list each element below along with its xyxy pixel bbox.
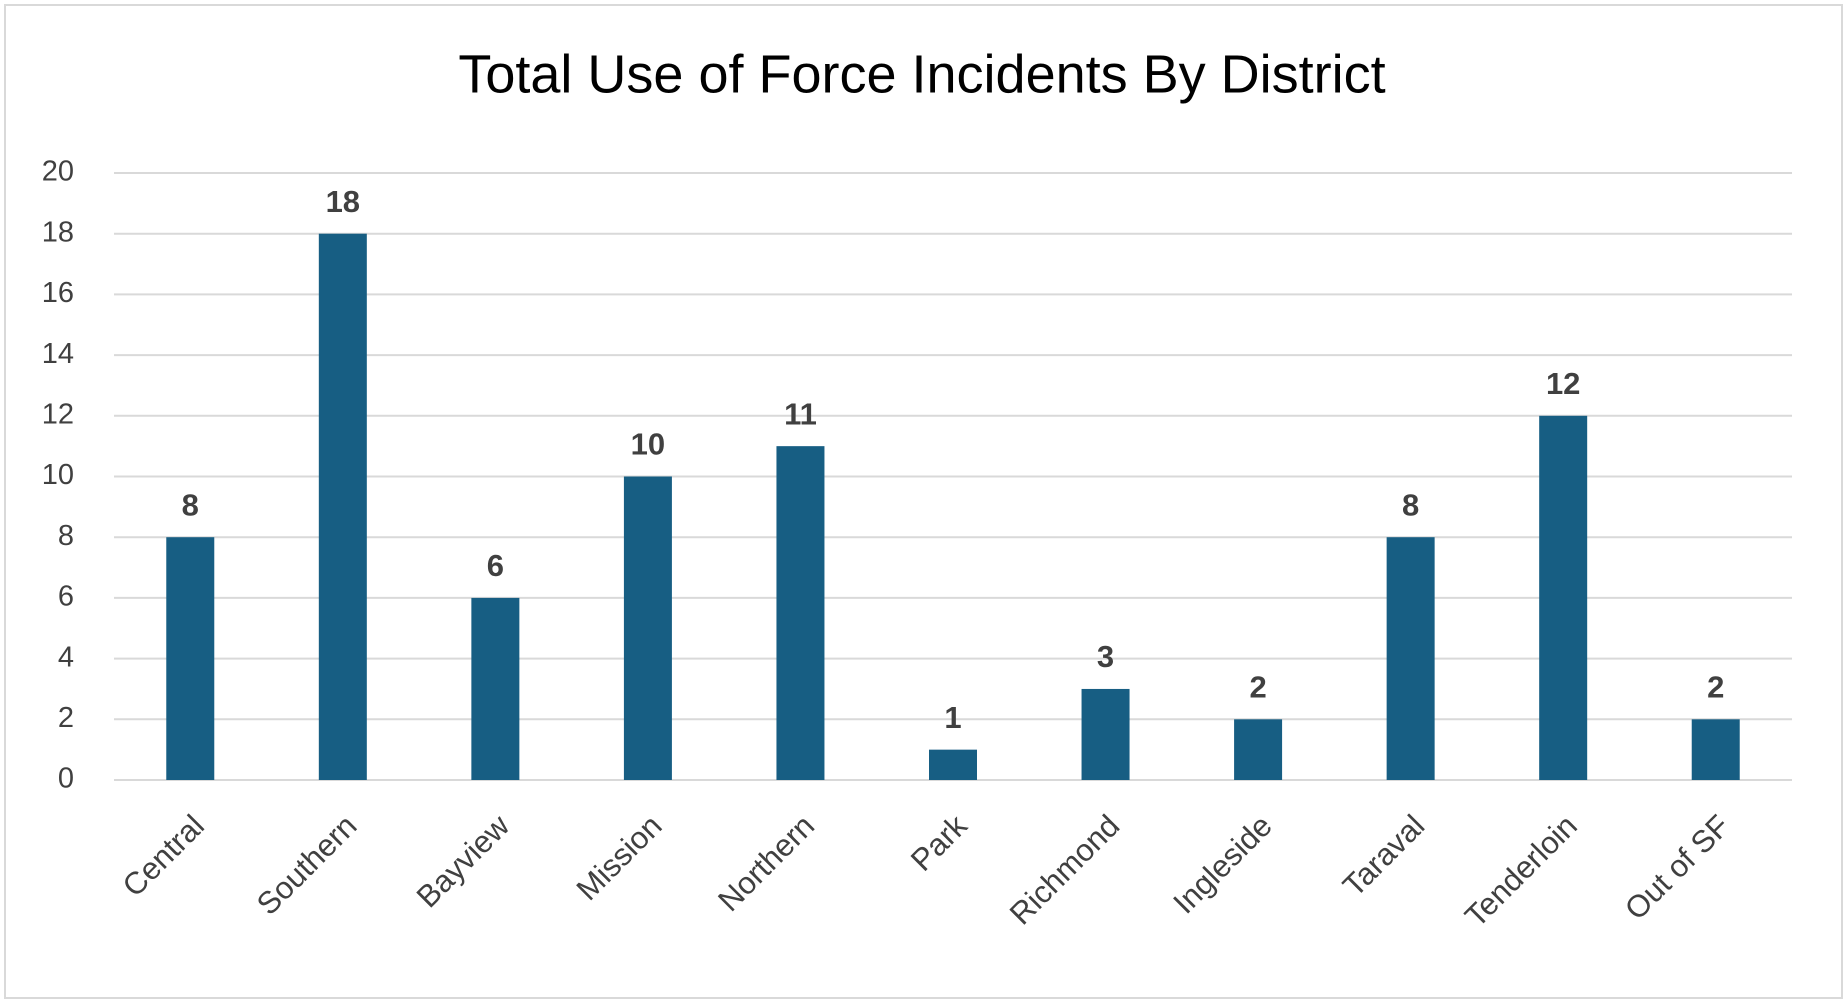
data-label: 18: [326, 184, 360, 219]
data-label: 6: [487, 548, 504, 583]
data-label: 12: [1546, 366, 1580, 401]
y-tick-label: 4: [58, 641, 74, 673]
bar: [1386, 537, 1435, 780]
bar: [1691, 719, 1740, 780]
y-tick-label: 2: [58, 702, 74, 734]
bar: [471, 597, 520, 780]
chart-border: [4, 4, 1843, 999]
data-label: 11: [784, 396, 817, 431]
y-tick-label: 0: [58, 763, 74, 795]
data-label: 2: [1707, 669, 1724, 704]
data-label: 8: [182, 487, 199, 522]
y-tick-label: 14: [42, 338, 74, 370]
bar: [166, 537, 215, 780]
y-tick-label: 20: [42, 156, 74, 188]
y-tick-label: 6: [58, 581, 74, 613]
data-label: 8: [1402, 487, 1419, 522]
bar: [1081, 688, 1130, 780]
bar: [776, 446, 825, 780]
y-tick-label: 10: [42, 459, 74, 491]
bar: [623, 476, 672, 780]
data-label: 2: [1249, 669, 1266, 704]
bar: [1234, 719, 1283, 780]
data-label: 3: [1097, 639, 1114, 674]
bar: [1539, 415, 1588, 780]
chart-title: Total Use of Force Incidents By District: [458, 44, 1385, 104]
y-tick-label: 12: [42, 398, 74, 430]
data-label: 10: [631, 427, 665, 462]
y-tick-label: 8: [58, 520, 74, 552]
y-tick-label: 18: [42, 216, 74, 248]
y-tick-label: 16: [42, 277, 74, 309]
bar: [929, 749, 977, 780]
bar: [318, 233, 367, 780]
data-label: 1: [944, 700, 961, 735]
